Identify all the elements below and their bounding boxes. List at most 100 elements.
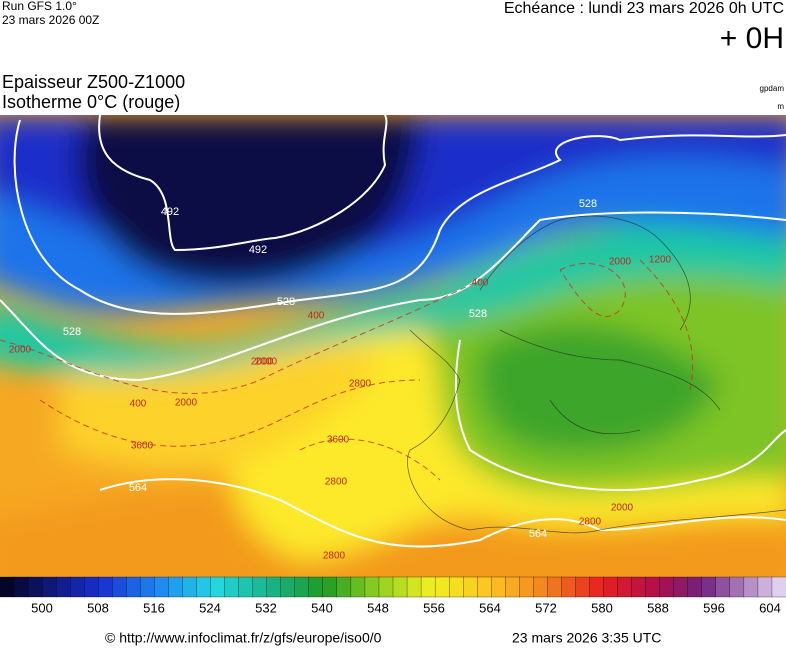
colorbar-swatch xyxy=(771,576,786,598)
colorbar-label: 580 xyxy=(591,600,613,615)
isotherm-label: 2800 xyxy=(325,477,348,488)
colorbar-swatch xyxy=(364,576,380,598)
colorbar-swatch xyxy=(547,576,563,598)
colorbar-swatch xyxy=(55,576,71,598)
colorbar-swatch xyxy=(505,576,520,598)
colorbar-label: 516 xyxy=(143,600,165,615)
isotherm-label: 400 xyxy=(472,278,489,289)
isotherm-label: 2000 xyxy=(9,345,32,356)
isotherm-label: 400 xyxy=(308,311,325,322)
colorbar-label: 500 xyxy=(31,600,53,615)
thickness-label: 492 xyxy=(161,206,179,218)
source-url: © http://www.infoclimat.fr/z/gfs/europe/… xyxy=(105,630,382,646)
coastlines xyxy=(407,215,786,534)
colorbar-swatch xyxy=(392,576,408,598)
thickness-label: 528 xyxy=(579,198,597,210)
isotherm-contours xyxy=(0,259,694,481)
colorbar-swatch xyxy=(645,576,661,598)
isotherm-label: 2000 xyxy=(609,257,632,268)
subtitle: Isotherme 0°C (rouge) xyxy=(2,92,180,112)
thickness-label: 528 xyxy=(277,296,295,308)
colorbar-swatch xyxy=(420,576,436,598)
colorbar-swatch xyxy=(336,576,352,598)
colorbar-label: 588 xyxy=(647,600,669,615)
run-label: Run GFS 1.0° xyxy=(2,0,77,13)
colorbar-swatch xyxy=(561,576,577,598)
colorbar-swatch xyxy=(41,576,57,598)
colorbar: 500 508 516 524 532 540 548 556 564 572 580 588 596 6… xyxy=(0,576,786,615)
isotherm-label: 400 xyxy=(130,399,147,410)
isotherm-label: 2000 xyxy=(251,357,274,368)
map xyxy=(0,115,786,577)
colorbar-swatch xyxy=(322,576,338,598)
isotherm-label: 1200 xyxy=(649,255,672,266)
forecast-time: Echéance : lundi 23 mars 2026 0h UTC xyxy=(504,0,784,17)
isotherm-label: 2000 xyxy=(175,398,198,409)
colorbar-swatch xyxy=(589,576,605,598)
colorbar-swatch xyxy=(687,576,703,598)
colorbar-label: 596 xyxy=(703,600,725,615)
forecast-offset: + 0H xyxy=(720,22,784,55)
colorbar-swatch xyxy=(210,576,226,598)
colorbar-swatch xyxy=(406,576,422,598)
colorbar-swatch xyxy=(182,576,198,598)
colorbar-swatch xyxy=(196,576,212,598)
isotherm-label: 3600 xyxy=(131,441,154,452)
colorbar-label: 532 xyxy=(255,600,277,615)
colorbar-swatch xyxy=(673,576,689,598)
colorbar-swatch xyxy=(308,576,324,598)
colorbar-swatch xyxy=(294,576,310,598)
thickness-label: 492 xyxy=(249,244,267,256)
colorbar-swatch xyxy=(743,576,759,598)
colorbar-swatch xyxy=(491,576,506,598)
thickness-label: 528 xyxy=(469,308,487,320)
unit-label: m xyxy=(777,102,784,111)
colorbar-swatch xyxy=(701,576,717,598)
thickness-contours xyxy=(0,115,786,548)
colorbar-swatch xyxy=(98,576,113,598)
colorbar-swatch xyxy=(378,576,394,598)
isotherm-label: 2000 xyxy=(255,357,278,368)
colorbar-swatch xyxy=(112,576,127,598)
colorbar-swatch xyxy=(280,576,296,598)
colorbar-label: 564 xyxy=(479,600,501,615)
colorbar-swatch xyxy=(168,576,184,598)
colorbar-swatch xyxy=(224,576,240,598)
thickness-label: 564 xyxy=(529,528,547,540)
colorbar-swatch xyxy=(126,576,142,598)
colorbar-swatch xyxy=(715,576,731,598)
colorbar-label: 508 xyxy=(87,600,109,615)
colorbar-swatch xyxy=(519,576,535,598)
colorbar-swatch xyxy=(757,576,773,598)
colorbar-label: 524 xyxy=(199,600,221,615)
colorbar-swatch xyxy=(27,576,43,598)
colorbar-swatch xyxy=(252,576,268,598)
colorbar-swatch xyxy=(238,576,254,598)
colorbar-swatch xyxy=(533,576,549,598)
colorbar-swatch xyxy=(659,576,675,598)
isotherm-label: 2800 xyxy=(323,551,346,562)
isotherm-label: 2800 xyxy=(349,379,372,390)
thickness-label: 528 xyxy=(63,326,81,338)
colorbar-swatch xyxy=(154,576,170,598)
colorbar-label: 540 xyxy=(311,600,333,615)
colorbar-swatch xyxy=(477,576,492,598)
colorbar-swatch xyxy=(448,576,464,598)
generation-time: 23 mars 2026 3:35 UTC xyxy=(512,630,661,646)
colorbar-swatch xyxy=(575,576,591,598)
colorbar-swatch xyxy=(350,576,366,598)
colorbar-label: 548 xyxy=(367,600,389,615)
colorbar-swatch xyxy=(0,576,15,598)
colorbar-swatch xyxy=(729,576,745,598)
colorbar-swatch xyxy=(140,576,156,598)
colorbar-swatch xyxy=(463,576,478,598)
title: Epaisseur Z500-Z1000 xyxy=(2,72,185,92)
colorbar-swatch xyxy=(266,576,282,598)
colorbar-label: 604 xyxy=(759,600,781,615)
isotherm-label: 3600 xyxy=(327,435,350,446)
isotherm-label: 2000 xyxy=(611,503,634,514)
colorbar-swatch xyxy=(434,576,450,598)
isotherm-label: 2800 xyxy=(579,517,602,528)
colorbar-label: 556 xyxy=(423,600,445,615)
colorbar-label: 572 xyxy=(535,600,557,615)
